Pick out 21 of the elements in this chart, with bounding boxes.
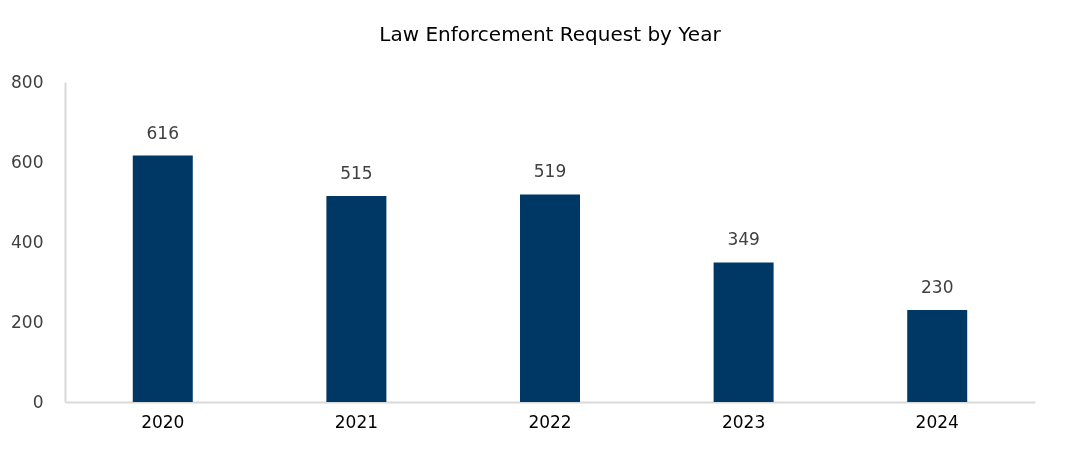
data-label: 515 — [340, 163, 373, 183]
data-label: 519 — [533, 161, 567, 182]
x-tick-label: 2023 — [721, 411, 766, 432]
y-tick-label: 800 — [11, 71, 44, 92]
bar — [907, 310, 968, 402]
chart-title: Law Enforcement Request by Year — [379, 22, 722, 46]
x-tick-label: 2024 — [915, 411, 959, 432]
data-label: 349 — [727, 229, 760, 250]
y-tick-label: 200 — [11, 311, 44, 332]
bar — [132, 155, 193, 402]
x-tick-label: 2022 — [528, 411, 572, 432]
bar — [713, 262, 774, 402]
y-tick-label: 600 — [11, 151, 44, 172]
x-tick-label: 2021 — [334, 411, 379, 432]
y-tick-label: 0 — [32, 391, 44, 412]
bar — [520, 194, 580, 402]
x-tick-label: 2020 — [141, 411, 185, 432]
y-tick-label: 400 — [11, 231, 44, 252]
data-label: 616 — [146, 122, 179, 143]
data-label: 230 — [921, 277, 954, 297]
bar — [326, 196, 387, 402]
